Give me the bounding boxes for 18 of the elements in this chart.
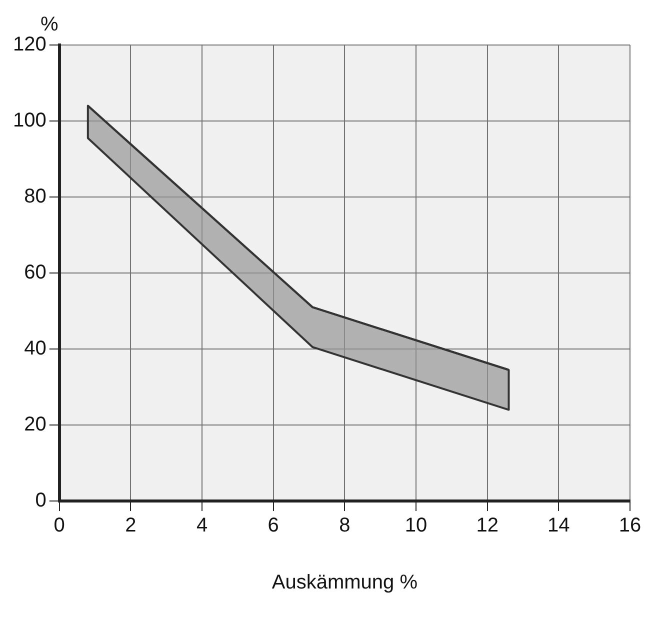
y-tick-label: 100 (12, 110, 46, 132)
y-tick-label: 80 (24, 186, 46, 208)
x-tick-label: 14 (548, 514, 570, 537)
y-tick-label: 120 (12, 34, 46, 56)
x-tick-label: 12 (476, 514, 498, 537)
x-tick-label: 4 (196, 514, 208, 537)
y-tick-label: 20 (24, 414, 46, 436)
x-tick-label: 6 (268, 514, 279, 537)
x-axis-title: Auskämmung % (272, 572, 418, 594)
x-tick-label: 10 (404, 514, 428, 537)
y-tick-label: 40 (24, 338, 46, 360)
x-tick-label: 0 (54, 514, 65, 537)
y-tick-label: 0 (35, 490, 46, 512)
x-tick-label: 16 (618, 514, 642, 537)
y-axis-title: % (40, 14, 58, 36)
y-tick-label: 60 (24, 262, 46, 284)
x-tick-label: 8 (339, 514, 350, 537)
x-tick-label: 2 (125, 514, 136, 537)
